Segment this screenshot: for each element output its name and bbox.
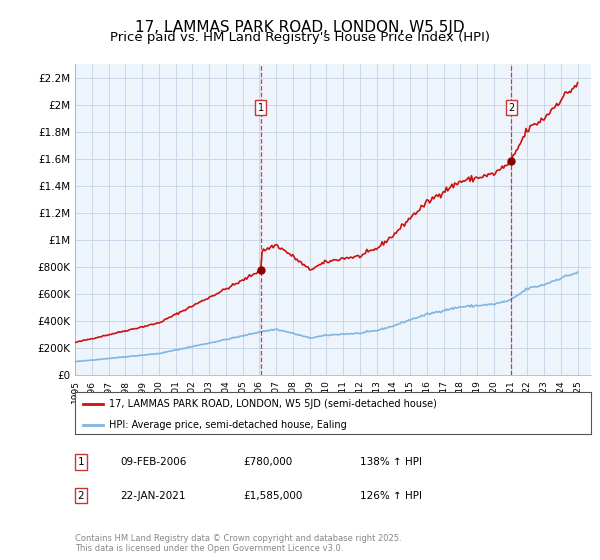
Text: 1: 1 — [258, 102, 264, 113]
Text: 17, LAMMAS PARK ROAD, LONDON, W5 5JD (semi-detached house): 17, LAMMAS PARK ROAD, LONDON, W5 5JD (se… — [109, 399, 436, 409]
Text: 2: 2 — [508, 102, 515, 113]
Text: 1: 1 — [77, 457, 85, 467]
Text: 17, LAMMAS PARK ROAD, LONDON, W5 5JD: 17, LAMMAS PARK ROAD, LONDON, W5 5JD — [135, 20, 465, 35]
Text: HPI: Average price, semi-detached house, Ealing: HPI: Average price, semi-detached house,… — [109, 420, 346, 430]
Text: Price paid vs. HM Land Registry's House Price Index (HPI): Price paid vs. HM Land Registry's House … — [110, 31, 490, 44]
Text: 126% ↑ HPI: 126% ↑ HPI — [360, 491, 422, 501]
Text: £780,000: £780,000 — [243, 457, 292, 467]
Text: 09-FEB-2006: 09-FEB-2006 — [120, 457, 187, 467]
Text: 22-JAN-2021: 22-JAN-2021 — [120, 491, 185, 501]
Text: £1,585,000: £1,585,000 — [243, 491, 302, 501]
Text: 138% ↑ HPI: 138% ↑ HPI — [360, 457, 422, 467]
Text: 2: 2 — [77, 491, 85, 501]
Text: Contains HM Land Registry data © Crown copyright and database right 2025.
This d: Contains HM Land Registry data © Crown c… — [75, 534, 401, 553]
